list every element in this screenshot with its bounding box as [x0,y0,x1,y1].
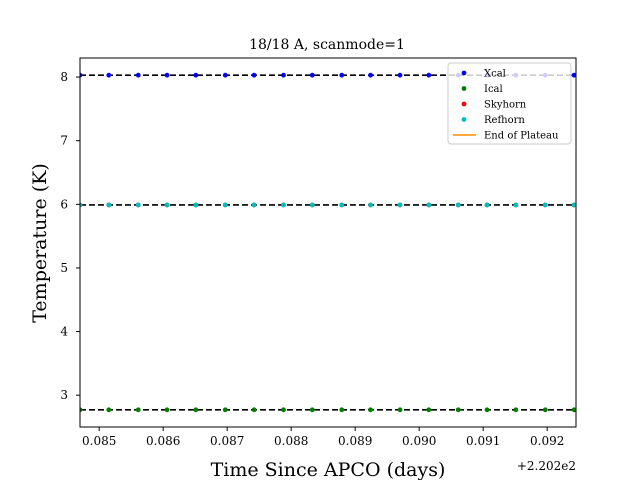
plot-area [80,72,576,413]
x-tick-label: 0.091 [466,434,500,448]
x-tick-label: 0.090 [402,434,436,448]
point-ical-6 [251,407,257,413]
y-tick-label: 6 [60,197,68,211]
plot-frame [79,57,577,428]
point-xcal-11 [397,72,403,78]
point-refhorn-15 [513,202,519,208]
point-refhorn-3 [164,202,170,208]
point-refhorn-10 [368,202,373,208]
point-refhorn-17 [571,202,576,208]
legend-swatch-skyhorn [461,101,467,107]
x-tick-label: 0.086 [146,434,180,448]
point-refhorn-12 [426,202,432,208]
point-refhorn-11 [397,202,403,208]
y-tick-label: 7 [60,134,68,148]
x-axis-ticks: 0.085 0.086 0.087 0.088 0.089 0.090 0.091 0.092 [82,427,564,448]
series-refhorn [80,202,576,208]
point-xcal-9 [339,72,345,78]
point-ical-12 [426,407,432,413]
point-refhorn-14 [484,202,490,208]
point-refhorn-2 [135,202,141,208]
legend-swatch-xcal [461,70,467,76]
point-ical-14 [484,407,490,413]
point-refhorn-6 [251,202,257,208]
y-tick-label: 3 [60,388,68,402]
y-tick-label: 4 [60,325,68,339]
point-xcal-2 [135,72,141,78]
point-refhorn-9 [339,202,345,208]
x-tick-label: 0.087 [210,434,244,448]
y-axis-ticks: 3 4 5 6 7 8 [60,70,80,402]
point-xcal-10 [368,72,373,78]
point-xcal-7 [281,72,286,78]
x-tick-label: 0.088 [274,434,308,448]
x-tick-label: 0.085 [82,434,116,448]
point-refhorn-5 [222,202,228,208]
point-refhorn-8 [309,202,315,208]
point-refhorn-13 [455,202,461,208]
x-tick-label: 0.089 [338,434,372,448]
point-ical-1 [106,407,112,413]
point-xcal-8 [309,72,315,78]
point-ical-4 [193,407,199,413]
point-ical-3 [164,407,170,413]
legend-box [447,62,572,145]
point-ical-8 [309,407,315,413]
point-xcal-17 [571,72,576,78]
x-axis-label: Time Since APCO (days) [211,459,446,480]
point-ical-11 [397,407,403,413]
x-tick-label: 0.092 [530,434,564,448]
legend-label-refhorn: Refhorn [484,115,525,126]
series-ical [80,407,576,413]
point-ical-9 [339,407,345,413]
point-ical-15 [513,407,519,413]
x-axis-offset-label: +2.202e2 [517,459,576,473]
legend-label-ical: Ical [484,84,503,95]
point-ical-5 [222,407,228,413]
legend-swatch-ical [461,86,467,91]
point-ical-10 [368,407,373,413]
y-axis-label: Temperature (K) [29,163,51,323]
legend-label-xcal: Xcal [484,69,506,80]
point-xcal-0 [80,72,83,78]
point-ical-13 [455,407,461,413]
point-xcal-4 [193,72,199,78]
point-xcal-12 [426,72,432,78]
point-ical-16 [542,407,548,413]
point-refhorn-0 [80,202,83,208]
point-refhorn-7 [281,202,286,208]
point-refhorn-4 [193,202,199,208]
point-xcal-3 [164,72,170,78]
y-tick-label: 8 [60,70,68,84]
point-refhorn-1 [106,202,112,208]
point-xcal-6 [251,72,257,78]
legend: Xcal Ical Skyhorn Refhorn End of Plateau [447,62,572,145]
point-ical-0 [80,407,83,413]
point-xcal-1 [106,72,112,78]
point-xcal-5 [222,72,228,78]
chart-title: 18/18 A, scanmode=1 [249,37,405,53]
point-ical-7 [281,407,286,413]
point-refhorn-16 [542,202,548,208]
legend-label-skyhorn: Skyhorn [484,100,527,111]
point-ical-2 [135,407,141,413]
legend-label-end-of-plateau: End of Plateau [484,131,559,142]
y-tick-label: 5 [60,261,68,275]
point-ical-17 [571,407,576,413]
legend-swatch-refhorn [461,117,467,122]
